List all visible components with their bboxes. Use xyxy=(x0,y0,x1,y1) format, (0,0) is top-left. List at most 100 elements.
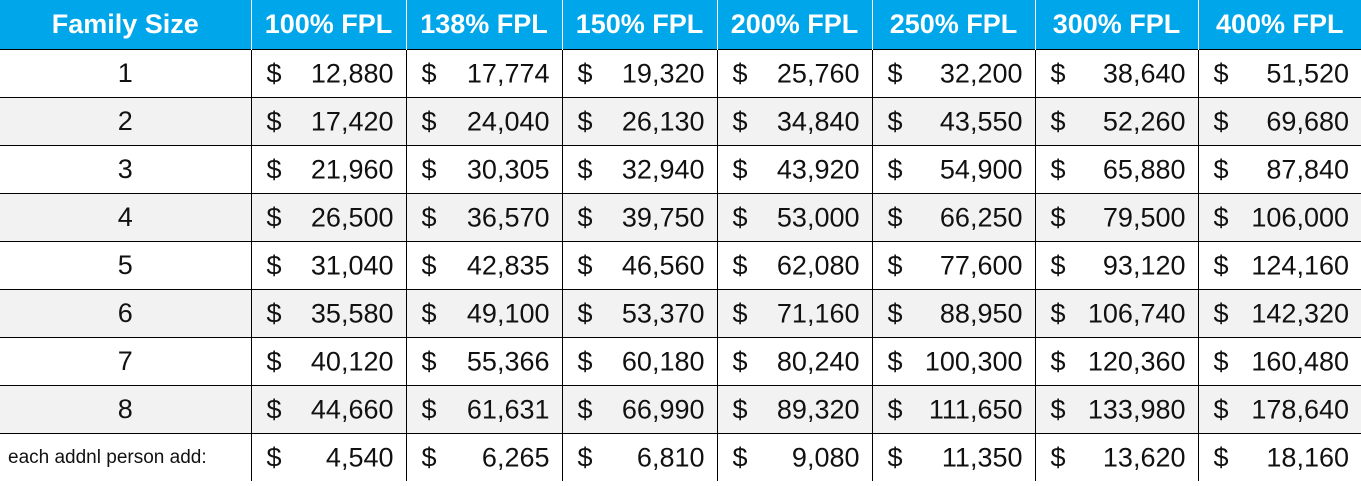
income-cell: $106,740 xyxy=(1034,289,1199,338)
income-amount: 6,810 xyxy=(636,442,705,472)
currency-symbol: $ xyxy=(266,298,282,328)
header-400-fpl: 400% FPL xyxy=(1198,0,1361,50)
income-cell: $111,650 xyxy=(871,385,1036,434)
income-cell: $26,130 xyxy=(561,97,718,146)
income-cell: $32,200 xyxy=(871,49,1036,98)
income-cell: $36,570 xyxy=(405,193,563,242)
income-amount: 9,080 xyxy=(791,442,860,472)
currency-symbol: $ xyxy=(266,250,282,280)
income-cell: $53,370 xyxy=(561,289,718,338)
header-100-fpl: 100% FPL xyxy=(251,0,407,50)
currency-symbol: $ xyxy=(266,442,282,472)
income-amount: 32,940 xyxy=(621,154,705,184)
income-cell: $42,835 xyxy=(405,241,563,290)
currency-symbol: $ xyxy=(577,250,593,280)
currency-symbol: $ xyxy=(421,298,437,328)
income-amount: 124,160 xyxy=(1251,250,1349,280)
income-cell: $93,120 xyxy=(1034,241,1199,290)
income-amount: 106,000 xyxy=(1251,202,1349,232)
income-cell: $66,990 xyxy=(561,385,718,434)
family-size-cell: 3 xyxy=(0,145,252,194)
income-amount: 25,760 xyxy=(776,58,860,88)
header-200-fpl: 200% FPL xyxy=(717,0,873,50)
currency-symbol: $ xyxy=(577,202,593,232)
income-amount: 54,900 xyxy=(939,154,1023,184)
income-cell: $24,040 xyxy=(405,97,563,146)
currency-symbol: $ xyxy=(577,442,593,472)
income-amount: 32,200 xyxy=(939,58,1023,88)
currency-symbol: $ xyxy=(887,202,903,232)
income-cell: $32,940 xyxy=(561,145,718,194)
income-cell: $26,500 xyxy=(250,193,407,242)
currency-symbol: $ xyxy=(887,346,903,376)
currency-symbol: $ xyxy=(266,58,282,88)
income-cell: $31,040 xyxy=(250,241,407,290)
income-amount: 11,350 xyxy=(941,442,1023,472)
income-cell: $11,350 xyxy=(871,433,1036,481)
currency-symbol: $ xyxy=(577,58,593,88)
income-cell: $80,240 xyxy=(716,337,873,386)
currency-symbol: $ xyxy=(1050,202,1066,232)
income-cell: $65,880 xyxy=(1034,145,1199,194)
currency-symbol: $ xyxy=(887,250,903,280)
income-cell: $46,560 xyxy=(561,241,718,290)
income-amount: 111,650 xyxy=(928,394,1023,424)
income-amount: 43,920 xyxy=(776,154,860,184)
currency-symbol: $ xyxy=(732,298,748,328)
currency-symbol: $ xyxy=(421,250,437,280)
currency-symbol: $ xyxy=(421,394,437,424)
income-cell: $35,580 xyxy=(250,289,407,338)
income-cell: $124,160 xyxy=(1197,241,1361,290)
income-cell: $17,420 xyxy=(250,97,407,146)
income-cell: $19,320 xyxy=(561,49,718,98)
income-amount: 39,750 xyxy=(621,202,705,232)
income-amount: 46,560 xyxy=(621,250,705,280)
income-cell: $178,640 xyxy=(1197,385,1361,434)
currency-symbol: $ xyxy=(1213,202,1229,232)
income-amount: 52,260 xyxy=(1102,106,1186,136)
income-amount: 21,960 xyxy=(310,154,394,184)
income-cell: $39,750 xyxy=(561,193,718,242)
income-amount: 26,500 xyxy=(310,202,394,232)
currency-symbol: $ xyxy=(577,394,593,424)
income-cell: $12,880 xyxy=(250,49,407,98)
income-amount: 93,120 xyxy=(1102,250,1186,280)
income-amount: 66,250 xyxy=(939,202,1023,232)
income-amount: 69,680 xyxy=(1266,106,1349,136)
income-amount: 62,080 xyxy=(776,250,860,280)
income-cell: $66,250 xyxy=(871,193,1036,242)
income-cell: $88,950 xyxy=(871,289,1036,338)
table-row: 4 $26,500 $36,570 $39,750 $53,000 $66,250 $79,… xyxy=(0,193,1361,242)
currency-symbol: $ xyxy=(887,442,903,472)
income-amount: 43,550 xyxy=(939,106,1023,136)
income-cell: $79,500 xyxy=(1034,193,1199,242)
income-amount: 87,840 xyxy=(1266,154,1349,184)
income-amount: 12,880 xyxy=(310,58,394,88)
currency-symbol: $ xyxy=(732,106,748,136)
table-row: 2 $17,420 $24,040 $26,130 $34,840 $43,550 $52,… xyxy=(0,97,1361,146)
currency-symbol: $ xyxy=(887,58,903,88)
income-amount: 34,840 xyxy=(776,106,860,136)
income-cell: $21,960 xyxy=(250,145,407,194)
currency-symbol: $ xyxy=(1050,154,1066,184)
income-amount: 88,950 xyxy=(939,298,1023,328)
income-amount: 38,640 xyxy=(1102,58,1186,88)
income-amount: 30,305 xyxy=(466,154,550,184)
family-size-cell: 8 xyxy=(0,385,252,434)
family-size-cell: 4 xyxy=(0,193,252,242)
income-amount: 53,370 xyxy=(621,298,705,328)
currency-symbol: $ xyxy=(887,106,903,136)
income-cell: $133,980 xyxy=(1034,385,1199,434)
income-cell: $25,760 xyxy=(716,49,873,98)
currency-symbol: $ xyxy=(1050,346,1066,376)
currency-symbol: $ xyxy=(577,154,593,184)
header-family-size: Family Size xyxy=(0,0,252,50)
income-amount: 65,880 xyxy=(1102,154,1186,184)
table-row: 5 $31,040 $42,835 $46,560 $62,080 $77,600 $93,… xyxy=(0,241,1361,290)
income-cell: $71,160 xyxy=(716,289,873,338)
income-cell: $34,840 xyxy=(716,97,873,146)
family-size-cell: each addnl person add: xyxy=(0,433,252,481)
income-amount: 49,100 xyxy=(466,298,550,328)
family-size-cell: 2 xyxy=(0,97,252,146)
